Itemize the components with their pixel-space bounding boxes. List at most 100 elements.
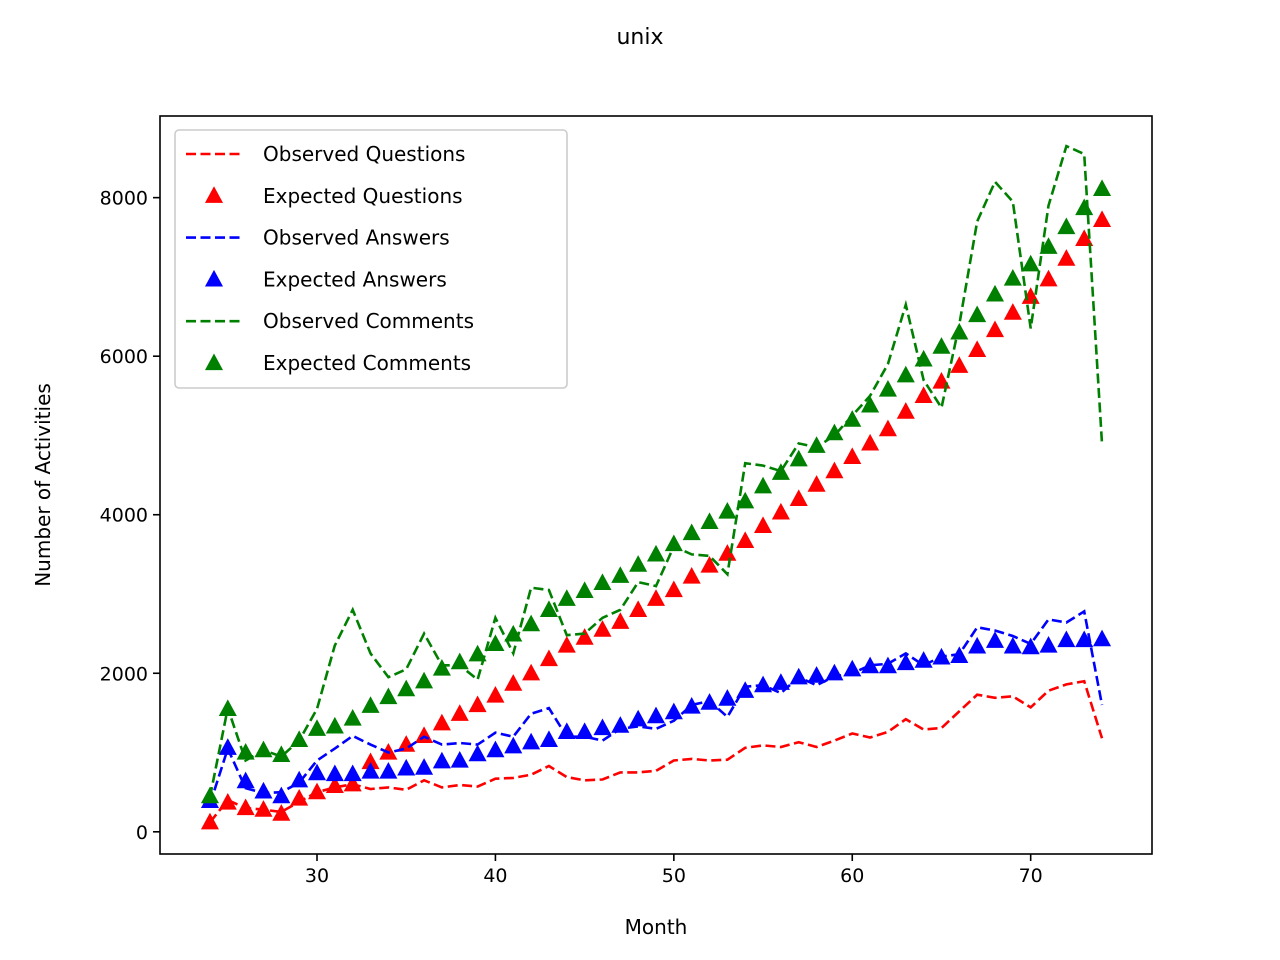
legend-box [174, 129, 568, 389]
data-point [325, 776, 344, 793]
data-point [629, 709, 648, 727]
data-point [950, 322, 969, 340]
data-point [914, 349, 933, 367]
legend-label: Observed Comments [263, 309, 474, 333]
data-point [771, 463, 790, 480]
legend-label: Expected Comments [263, 351, 471, 375]
data-point [646, 544, 666, 562]
data-point [896, 402, 915, 419]
data-point [397, 679, 416, 697]
data-point [896, 365, 915, 383]
data-point [611, 716, 630, 733]
data-point [450, 750, 469, 768]
data-point [611, 612, 630, 629]
data-point [522, 663, 541, 681]
y-tick-label: 6000 [100, 346, 148, 368]
data-point [254, 800, 273, 817]
data-point [486, 740, 505, 758]
data-point [539, 600, 558, 617]
data-point [557, 589, 576, 606]
data-point [1039, 269, 1058, 287]
data-point [379, 762, 398, 779]
data-point [843, 410, 862, 427]
data-point [557, 636, 576, 653]
data-point [1093, 629, 1112, 647]
y-tick-label: 4000 [100, 505, 148, 527]
data-point [985, 284, 1005, 302]
data-point [361, 696, 380, 713]
data-point [307, 763, 327, 781]
legend-label: Expected Questions [263, 184, 463, 208]
data-point [325, 764, 344, 782]
data-point [575, 581, 594, 598]
data-point [254, 781, 273, 799]
data-point [932, 647, 951, 665]
data-point [504, 674, 523, 691]
data-point [307, 782, 327, 800]
data-point [1093, 210, 1112, 227]
legend-label: Observed Questions [263, 142, 465, 166]
legend-marker-swatch [204, 269, 224, 287]
x-axis: 30 40 50 60 70 [305, 854, 1043, 887]
data-point [290, 770, 309, 788]
data-point [450, 704, 469, 721]
data-point [682, 567, 701, 584]
data-point [200, 786, 219, 804]
data-point [878, 656, 897, 674]
data-point [468, 695, 487, 713]
data-point [664, 534, 683, 552]
legend-item: Expected Answers [204, 267, 447, 291]
data-point [361, 762, 380, 779]
data-point [343, 708, 362, 726]
series-expected-answers [200, 629, 1112, 809]
data-point [629, 555, 648, 572]
data-point [789, 449, 808, 467]
data-point [914, 386, 933, 403]
data-point [718, 502, 737, 519]
data-point [236, 743, 255, 760]
data-point [236, 798, 255, 816]
data-point [807, 436, 826, 453]
data-point [878, 419, 897, 437]
data-point [932, 337, 951, 354]
data-point [593, 573, 612, 591]
data-point [1075, 198, 1094, 216]
y-tick-label: 8000 [100, 188, 148, 210]
data-point [504, 736, 523, 754]
data-point [843, 659, 862, 677]
data-point [807, 475, 826, 492]
data-point [736, 681, 755, 698]
data-point [985, 631, 1005, 648]
data-point [807, 666, 826, 683]
x-tick-label: 50 [662, 865, 686, 887]
data-point [361, 752, 380, 770]
data-point [1039, 237, 1058, 254]
data-point [486, 634, 505, 652]
data-point [914, 651, 933, 668]
data-point [272, 804, 291, 821]
data-point [539, 730, 558, 747]
data-point [1021, 637, 1040, 655]
data-point [700, 512, 719, 529]
data-point [950, 646, 969, 663]
legend-item: Expected Comments [204, 351, 471, 375]
data-point [272, 745, 291, 763]
data-point [325, 716, 344, 734]
data-point [468, 744, 487, 762]
x-tick-label: 30 [305, 865, 329, 887]
data-point [539, 649, 558, 667]
data-point [1075, 229, 1094, 246]
data-point [432, 659, 451, 676]
data-point [754, 675, 773, 693]
y-axis: 0 2000 4000 6000 8000 [100, 188, 160, 844]
x-tick-label: 40 [483, 865, 507, 887]
data-point [432, 713, 451, 731]
data-point [611, 566, 630, 583]
series-expected-comments [200, 179, 1112, 804]
legend-item: Observed Answers [186, 226, 450, 250]
data-point [290, 789, 309, 806]
data-point [718, 544, 737, 561]
data-point [522, 614, 541, 632]
data-point [236, 771, 255, 789]
